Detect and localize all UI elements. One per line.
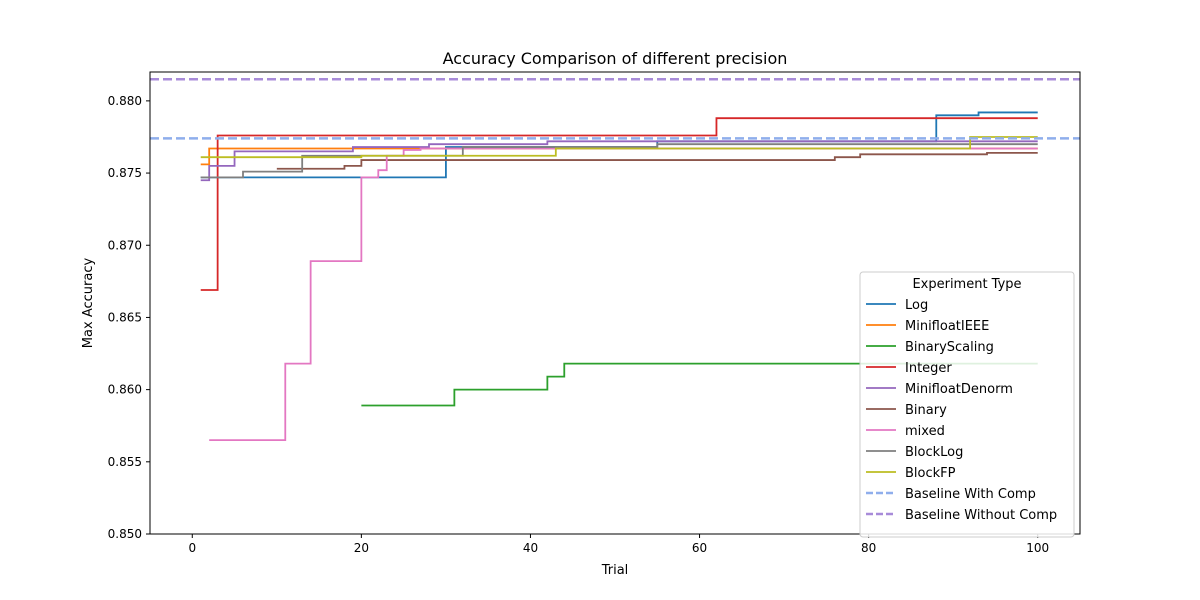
legend-title: Experiment Type: [912, 277, 1021, 292]
series-line-2: [361, 362, 1038, 407]
y-tick-label: 0.870: [108, 238, 142, 252]
x-tick-label: 80: [861, 541, 876, 555]
series-line-5: [276, 151, 1038, 170]
x-axis-label: Trial: [601, 563, 629, 578]
y-axis-label: Max Accuracy: [81, 258, 96, 349]
legend-box: [859, 271, 1075, 538]
legend-entry-label: Integer: [905, 361, 952, 376]
y-tick-label: 0.860: [108, 383, 142, 397]
series-line-4: [200, 140, 1038, 182]
legend-entry-label: MinifloatDenorm: [905, 382, 1013, 397]
x-tick-label: 0: [188, 541, 196, 555]
x-tick-label: 60: [692, 541, 707, 555]
legend-entry-label: BinaryScaling: [905, 340, 994, 355]
x-tick-label: 20: [354, 541, 369, 555]
x-tick-label: 100: [1026, 541, 1049, 555]
axes: 0 20 40 60 80 100 0.850 0.855 0.860 0.865 0.870 0.8…: [108, 94, 1050, 555]
chart-title: Accuracy Comparison of different precisi…: [443, 49, 788, 68]
x-tick-label: 40: [523, 541, 538, 555]
legend-entry-label: BlockFP: [905, 466, 956, 481]
y-tick-label: 0.880: [108, 94, 142, 108]
legend-entry-label: Binary: [905, 403, 947, 418]
y-tick-label: 0.865: [108, 310, 142, 324]
legend: Experiment Type Log MinifloatIEEE BinarySca…: [859, 271, 1075, 538]
legend-entry-label: MinifloatIEEE: [905, 319, 989, 334]
legend-entry-label: Baseline Without Comp: [905, 508, 1057, 523]
series-line-8: [200, 136, 1038, 159]
y-tick-label: 0.875: [108, 166, 142, 180]
legend-entry-label: BlockLog: [905, 445, 963, 460]
series-line-6: [209, 147, 1038, 442]
plot-area: [150, 77, 1080, 442]
y-tick-label: 0.850: [108, 527, 142, 541]
legend-entry-label: Baseline With Comp: [905, 487, 1036, 502]
series-line-3: [200, 117, 1038, 291]
legend-entry-label: mixed: [905, 424, 945, 439]
plot-frame: [149, 71, 1081, 535]
legend-entry-label: Log: [905, 298, 928, 313]
y-tick-label: 0.855: [108, 455, 142, 469]
